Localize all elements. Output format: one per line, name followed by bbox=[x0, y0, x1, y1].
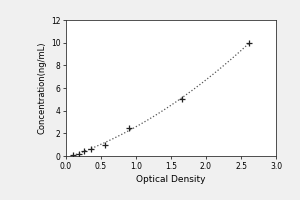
X-axis label: Optical Density: Optical Density bbox=[136, 175, 206, 184]
Y-axis label: Concentration(ng/mL): Concentration(ng/mL) bbox=[38, 42, 47, 134]
